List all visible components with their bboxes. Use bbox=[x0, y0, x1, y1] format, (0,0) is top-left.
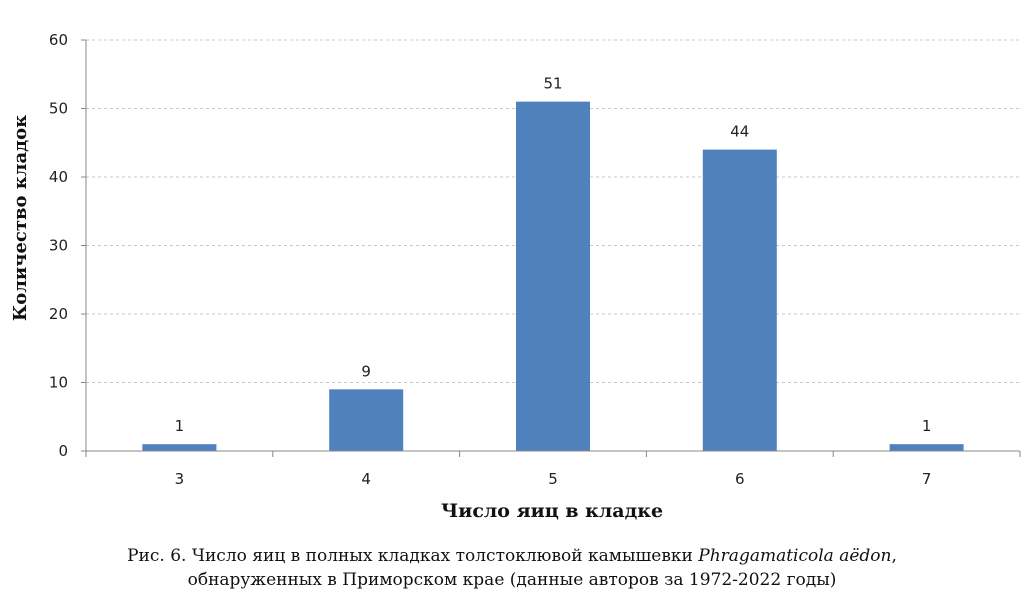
data-label: 51 bbox=[543, 75, 562, 93]
x-axis-title: Число яиц в кладке bbox=[441, 500, 663, 522]
bar bbox=[329, 389, 404, 451]
bar bbox=[516, 101, 590, 452]
x-tick-label: 4 bbox=[361, 470, 371, 488]
bars bbox=[142, 101, 964, 452]
data-labels: 1 9 51 44 1 bbox=[175, 75, 932, 435]
caption-line-1-suffix: , bbox=[891, 546, 897, 566]
x-axis-ticks: 3 4 5 6 7 bbox=[85, 451, 1021, 488]
bar-chart: 0 10 20 30 40 50 60 1 9 51 44 1 3 4 5 6 7 Число яиц в … bbox=[10, 31, 1021, 522]
caption-line-2: обнаруженных в Приморском крае (данные а… bbox=[187, 570, 837, 590]
y-tick-label: 20 bbox=[49, 305, 68, 323]
y-tick-label: 50 bbox=[49, 100, 68, 118]
bar bbox=[142, 444, 217, 451]
data-label: 1 bbox=[922, 417, 932, 435]
data-label: 9 bbox=[361, 362, 371, 380]
y-tick-label: 10 bbox=[49, 374, 68, 392]
caption-line-1: Рис. 6. Число яиц в полных кладках толст… bbox=[0, 544, 1024, 568]
x-tick-label: 6 bbox=[735, 470, 745, 488]
bar bbox=[702, 149, 777, 451]
y-tick-label: 0 bbox=[58, 442, 68, 460]
data-label: 44 bbox=[730, 123, 749, 141]
y-axis-ticks: 0 10 20 30 40 50 60 bbox=[49, 31, 86, 460]
x-tick-label: 5 bbox=[548, 470, 558, 488]
y-axis-title: Количество кладок bbox=[10, 115, 31, 321]
data-label: 1 bbox=[175, 417, 185, 435]
bar bbox=[889, 444, 964, 451]
x-tick-label: 3 bbox=[175, 470, 185, 488]
x-tick-label: 7 bbox=[922, 470, 932, 488]
y-tick-label: 40 bbox=[49, 168, 68, 186]
y-tick-label: 30 bbox=[49, 237, 68, 255]
caption-line-1-prefix: Рис. 6. Число яиц в полных кладках толст… bbox=[127, 546, 699, 566]
figure-caption: Рис. 6. Число яиц в полных кладках толст… bbox=[0, 544, 1024, 592]
y-tick-label: 60 bbox=[49, 31, 68, 49]
caption-species-name: Phragamaticola aëdon bbox=[698, 546, 892, 566]
